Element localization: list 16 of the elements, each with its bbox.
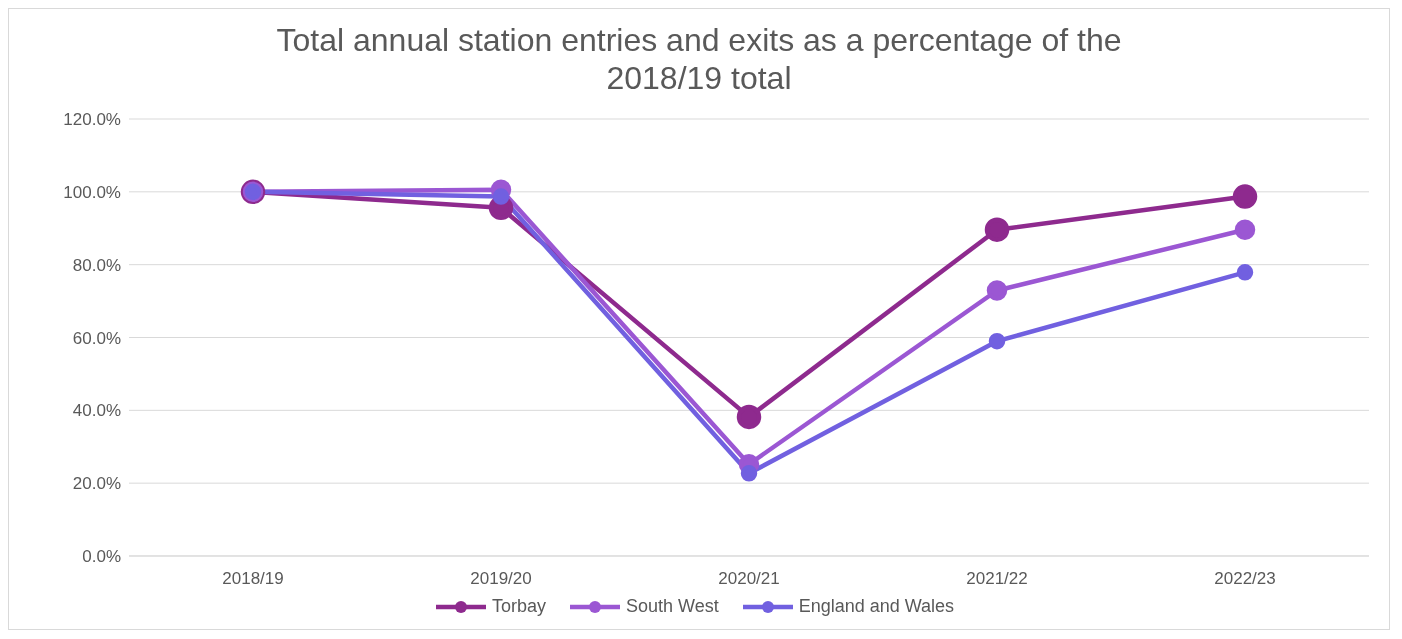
- y-tick-label: 0.0%: [82, 547, 121, 567]
- y-tick-label: 60.0%: [72, 328, 121, 348]
- y-tick-label: 40.0%: [72, 401, 121, 421]
- legend-label: Torbay: [491, 596, 546, 617]
- legend-label: England and Wales: [798, 596, 955, 617]
- x-tick-label: 2019/20: [470, 569, 532, 589]
- x-tick-label: 2021/22: [966, 569, 1028, 589]
- legend-label: South West: [625, 596, 719, 617]
- y-tick-label: 80.0%: [72, 255, 121, 275]
- chart-title: Total annual station entries and exits as a percentage of the 2018/19 total: [275, 21, 1123, 97]
- x-tick-label: 2020/21: [718, 569, 780, 589]
- y-tick-label: 120.0%: [63, 110, 121, 130]
- x-tick-label: 2022/23: [1214, 569, 1276, 589]
- x-tick-label: 2018/19: [222, 569, 284, 589]
- y-tick-label: 20.0%: [72, 474, 121, 494]
- y-tick-label: 100.0%: [63, 182, 121, 202]
